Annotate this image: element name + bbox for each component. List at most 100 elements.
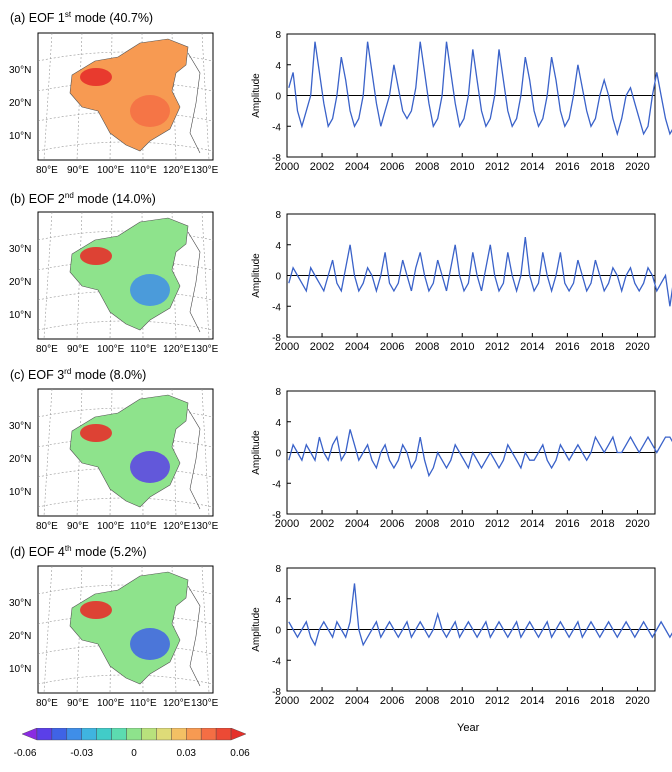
y-tick-label: -4 bbox=[272, 302, 281, 313]
colorbar-swatch bbox=[230, 728, 247, 741]
x-tick-label: 2008 bbox=[415, 161, 439, 173]
x-tick-label: 2006 bbox=[380, 161, 404, 173]
panel-title-prefix: (b) EOF 2 bbox=[10, 192, 65, 207]
x-tick-label: 2014 bbox=[520, 695, 544, 707]
x-tick-label: 2008 bbox=[415, 518, 439, 530]
y-tick-label: 4 bbox=[275, 418, 281, 429]
colorbar-swatch bbox=[66, 728, 82, 741]
colorbar-tick-label: 0 bbox=[131, 748, 137, 759]
panel-title-ordinal: th bbox=[64, 544, 72, 553]
panel-title-suffix: mode (14.0%) bbox=[73, 192, 156, 207]
panel-title-b: (b) EOF 2nd mode (14.0%) bbox=[10, 191, 156, 206]
colorbar-swatch bbox=[81, 728, 97, 741]
x-tick-label: 2010 bbox=[450, 161, 474, 173]
y-tick-label: 0 bbox=[275, 626, 281, 637]
x-tick-label: 2016 bbox=[555, 518, 579, 530]
y-tick-label: 4 bbox=[275, 241, 281, 252]
colorbar-swatch bbox=[201, 728, 217, 741]
x-tick-label: 2004 bbox=[345, 341, 369, 353]
x-tick-label: 2000 bbox=[275, 695, 299, 707]
y-axis-title: Amplitude bbox=[251, 253, 262, 298]
panel-title-suffix: mode (40.7%) bbox=[71, 11, 154, 26]
panel-title-suffix: mode (8.0%) bbox=[71, 368, 147, 383]
y-tick-label: -8 bbox=[272, 153, 281, 164]
x-tick-label: 2004 bbox=[345, 518, 369, 530]
colorbar-swatch bbox=[126, 728, 142, 741]
y-tick-label: -8 bbox=[272, 333, 281, 344]
x-tick-label: 2010 bbox=[450, 695, 474, 707]
amplitude-series-line bbox=[288, 583, 672, 647]
y-tick-label: 8 bbox=[275, 387, 281, 398]
colorbar-tick-label: -0.06 bbox=[14, 748, 37, 759]
x-tick-label: 2000 bbox=[275, 341, 299, 353]
colorbar-swatch bbox=[156, 728, 172, 741]
panel-title-suffix: mode (5.2%) bbox=[71, 545, 147, 560]
colorbar-swatch bbox=[111, 728, 127, 741]
x-tick-label: 2018 bbox=[590, 518, 614, 530]
colorbar-tick-label: 0.03 bbox=[177, 748, 197, 759]
x-tick-label: 2010 bbox=[450, 518, 474, 530]
panel-title-ordinal: st bbox=[64, 10, 72, 19]
panel-title-ordinal: rd bbox=[64, 367, 72, 376]
y-tick-label: 0 bbox=[275, 92, 281, 103]
x-tick-label: 2014 bbox=[520, 161, 544, 173]
panel-title-prefix: (c) EOF 3 bbox=[10, 368, 65, 383]
x-tick-label: 2008 bbox=[415, 341, 439, 353]
y-tick-label: -4 bbox=[272, 122, 281, 133]
amplitude-series-line bbox=[288, 429, 672, 478]
colorbar-swatch bbox=[96, 728, 112, 741]
y-tick-label: 4 bbox=[275, 595, 281, 606]
y-tick-label: 8 bbox=[275, 210, 281, 221]
x-tick-label: 2016 bbox=[555, 695, 579, 707]
x-tick-label: 2000 bbox=[275, 161, 299, 173]
y-axis-title: Amplitude bbox=[251, 73, 262, 118]
panel-title-prefix: (a) EOF 1 bbox=[10, 11, 65, 26]
y-tick-label: 4 bbox=[275, 61, 281, 72]
x-tick-label: 2014 bbox=[520, 341, 544, 353]
x-tick-label: 2002 bbox=[310, 161, 334, 173]
y-axis-title: Amplitude bbox=[251, 430, 262, 475]
x-tick-label: 2004 bbox=[345, 695, 369, 707]
y-tick-label: 0 bbox=[275, 272, 281, 283]
y-tick-label: 8 bbox=[275, 30, 281, 41]
x-tick-label: 2002 bbox=[310, 695, 334, 707]
x-tick-label: 2012 bbox=[485, 518, 509, 530]
colorbar-swatch bbox=[51, 728, 67, 741]
colorbar-tick-label: 0.06 bbox=[230, 748, 250, 759]
colorbar-tick-label: -0.03 bbox=[70, 748, 93, 759]
y-tick-label: -8 bbox=[272, 687, 281, 698]
x-tick-label: 2016 bbox=[555, 161, 579, 173]
x-tick-label: 2004 bbox=[345, 161, 369, 173]
x-tick-label: 2010 bbox=[450, 341, 474, 353]
x-tick-label: 2002 bbox=[310, 341, 334, 353]
y-tick-label: -4 bbox=[272, 656, 281, 667]
x-tick-label: 2008 bbox=[415, 695, 439, 707]
x-tick-label: 2018 bbox=[590, 695, 614, 707]
x-tick-label: 2018 bbox=[590, 341, 614, 353]
colorbar-swatch bbox=[141, 728, 157, 741]
timeseries-panel: -8 -4 0 4 8 2000 2002 2004 2006 2008 2010 2012 2014 2… bbox=[251, 210, 672, 353]
x-tick-label: 2012 bbox=[485, 161, 509, 173]
amplitude-series-line bbox=[288, 41, 672, 137]
colorbar-swatch bbox=[171, 728, 187, 741]
y-axis-title: Amplitude bbox=[251, 607, 262, 652]
x-tick-label: 2014 bbox=[520, 518, 544, 530]
y-tick-label: -4 bbox=[272, 479, 281, 490]
x-tick-label: 2020 bbox=[625, 341, 649, 353]
x-tick-label: 2006 bbox=[380, 518, 404, 530]
x-tick-label: 2012 bbox=[485, 695, 509, 707]
x-tick-label: 2016 bbox=[555, 341, 579, 353]
panel-title-prefix: (d) EOF 4 bbox=[10, 545, 65, 560]
colorbar-swatch bbox=[186, 728, 202, 741]
y-tick-label: 8 bbox=[275, 564, 281, 575]
x-tick-label: 2020 bbox=[625, 161, 649, 173]
timeseries-panel: -8 -4 0 4 8 2000 2002 2004 2006 2008 2010 2012 2014 2… bbox=[251, 30, 672, 173]
timeseries-panel: -8 -4 0 4 8 2000 2002 2004 2006 2008 2010 2012 2014 2… bbox=[251, 387, 672, 530]
y-tick-label: 0 bbox=[275, 449, 281, 460]
panel-title-ordinal: nd bbox=[64, 191, 74, 200]
y-tick-label: -8 bbox=[272, 510, 281, 521]
x-tick-label: 2006 bbox=[380, 695, 404, 707]
x-tick-label: 2020 bbox=[625, 695, 649, 707]
x-tick-label: 2012 bbox=[485, 341, 509, 353]
